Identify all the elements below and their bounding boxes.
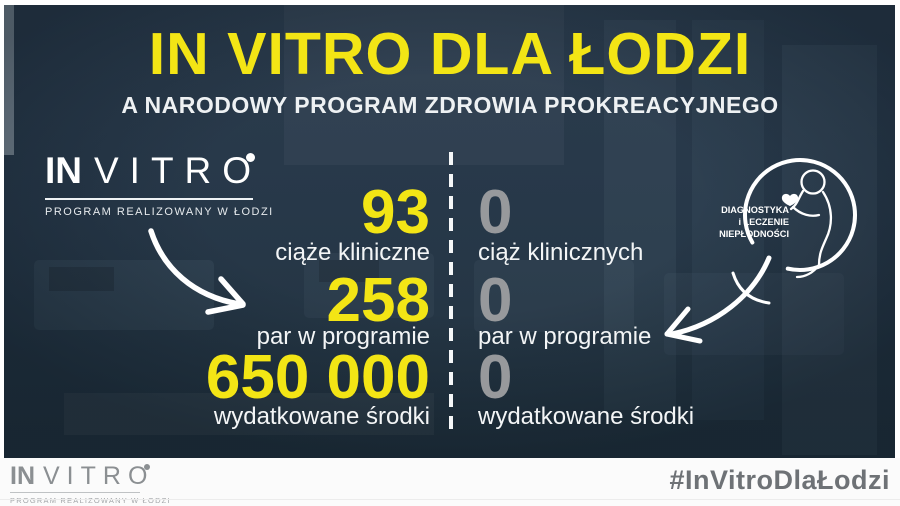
photo-bed-3 — [474, 260, 634, 332]
footer-bar: IN VITRO PROGRAM REALIZOWANY W ŁODZI #InV… — [0, 458, 900, 506]
photo-window-right-1 — [604, 20, 676, 410]
stats-column-national: 0 ciąż klinicznych 0 par w programie 0 w… — [478, 182, 788, 444]
egg-dot-icon — [144, 464, 151, 470]
stat-value: 650 000 — [205, 343, 430, 412]
photo-headboard-1 — [49, 267, 114, 291]
stat-value: 258 — [326, 266, 430, 335]
page-title: IN VITRO DLA ŁODZI — [148, 21, 752, 87]
stat-value: 93 — [361, 178, 430, 247]
photo-wall-light — [4, 5, 14, 155]
footer-logo-word-light: VITRO — [43, 462, 155, 490]
invitro-logo-tagline: PROGRAM REALIZOWANY W ŁODZI — [45, 206, 274, 218]
invitro-logo: IN VITRO PROGRAM REALIZOWANY W ŁODZI — [45, 150, 274, 218]
photo-floor-light — [64, 393, 434, 435]
footer-logo-tagline: PROGRAM REALIZOWANY W ŁODZI — [10, 496, 171, 505]
stat-value: 0 — [478, 178, 513, 247]
invitro-logo-letter-o: O — [222, 150, 263, 191]
photo-bed-2 — [304, 253, 434, 318]
stat-label: wydatkowane środki — [478, 403, 695, 430]
egg-dot-icon — [246, 153, 256, 162]
stat-value: 0 — [478, 343, 513, 412]
stat-label: ciąże kliniczne — [275, 239, 430, 266]
stat-label: wydatkowane środki — [213, 403, 430, 430]
stat-label: par w programie — [256, 323, 430, 350]
photo-headboard-2 — [319, 260, 379, 282]
stat-label: ciąż klinicznych — [478, 239, 644, 266]
invitro-logo-rule — [45, 198, 253, 200]
page-subtitle: A NARODOWY PROGRAM ZDROWIA PROKREACYJNEG… — [121, 92, 779, 118]
invitro-logo-word-bold: IN — [45, 150, 82, 191]
footer-logo-letter-o: O — [127, 462, 155, 490]
stat-value: 0 — [478, 266, 513, 335]
footer-logo-word-bold: IN — [10, 462, 35, 490]
invitro-logo-word-light: VITRO — [94, 150, 263, 191]
footer-invitro-logo: IN VITRO PROGRAM REALIZOWANY W ŁODZI — [10, 462, 171, 505]
footer-logo-wordmark: IN VITRO — [10, 462, 171, 490]
invitro-logo-wordmark: IN VITRO — [45, 150, 274, 192]
photo-window-center — [284, 5, 564, 165]
stats-column-invitro: 93 ciąże kliniczne 258 par w programie 6… — [120, 182, 430, 444]
dashed-divider — [449, 152, 453, 436]
hashtag-text: #InVitroDlaŁodzi — [669, 465, 890, 495]
stat-label: par w programie — [478, 323, 652, 350]
footer-logo-rule — [10, 492, 140, 493]
